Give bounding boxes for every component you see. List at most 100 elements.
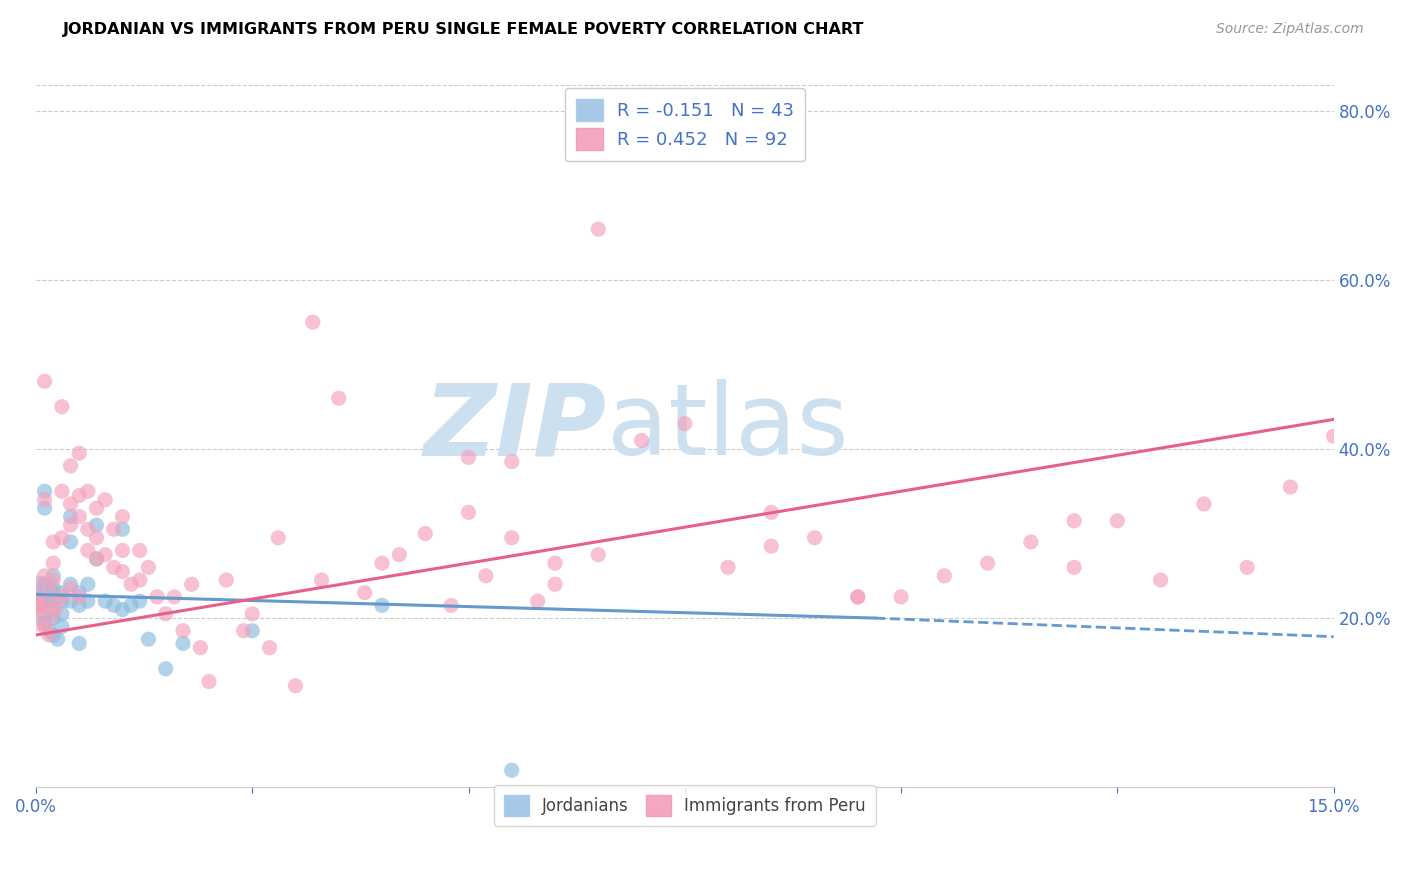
Point <box>138 632 160 647</box>
Point <box>86 518 108 533</box>
Point <box>59 577 82 591</box>
Point <box>42 573 65 587</box>
Legend: Jordanians, Immigrants from Peru: Jordanians, Immigrants from Peru <box>494 785 876 826</box>
Point <box>51 531 73 545</box>
Text: Source: ZipAtlas.com: Source: ZipAtlas.com <box>1216 22 1364 37</box>
Point <box>353 585 375 599</box>
Point <box>76 577 98 591</box>
Point <box>86 552 108 566</box>
Point <box>103 522 125 536</box>
Point <box>67 599 90 613</box>
Point <box>180 577 202 591</box>
Point <box>198 674 221 689</box>
Point <box>501 764 523 778</box>
Point <box>501 531 523 545</box>
Point <box>51 585 73 599</box>
Point <box>673 417 696 431</box>
Point <box>67 636 90 650</box>
Point <box>1323 429 1346 443</box>
Point <box>440 599 463 613</box>
Point <box>934 569 956 583</box>
Point <box>42 556 65 570</box>
Point <box>27 594 49 608</box>
Point <box>1279 480 1302 494</box>
Point <box>240 607 263 621</box>
Point <box>42 602 65 616</box>
Point <box>120 599 142 613</box>
Point <box>67 590 90 604</box>
Point <box>138 560 160 574</box>
Point <box>301 315 323 329</box>
Point <box>59 458 82 473</box>
Point <box>311 573 333 587</box>
Point <box>103 560 125 574</box>
Point <box>259 640 281 655</box>
Point <box>803 531 825 545</box>
Point <box>30 594 52 608</box>
Point <box>267 531 290 545</box>
Point <box>232 624 254 638</box>
Point <box>1192 497 1215 511</box>
Point <box>588 222 610 236</box>
Point <box>284 679 307 693</box>
Point <box>42 594 65 608</box>
Point <box>51 594 73 608</box>
Point <box>46 632 69 647</box>
Point <box>67 446 90 460</box>
Point <box>155 662 177 676</box>
Text: JORDANIAN VS IMMIGRANTS FROM PERU SINGLE FEMALE POVERTY CORRELATION CHART: JORDANIAN VS IMMIGRANTS FROM PERU SINGLE… <box>63 22 865 37</box>
Text: atlas: atlas <box>607 379 849 476</box>
Point <box>86 531 108 545</box>
Point <box>1019 535 1042 549</box>
Point <box>27 590 49 604</box>
Point <box>1236 560 1258 574</box>
Point <box>172 636 194 650</box>
Point <box>34 484 56 499</box>
Point <box>976 556 998 570</box>
Point <box>34 577 56 591</box>
Point <box>890 590 912 604</box>
Point <box>761 539 783 553</box>
Point <box>59 594 82 608</box>
Point <box>76 484 98 499</box>
Point <box>120 577 142 591</box>
Point <box>630 434 652 448</box>
Point <box>94 594 117 608</box>
Point <box>76 522 98 536</box>
Point <box>1149 573 1171 587</box>
Point <box>27 592 49 607</box>
Point <box>34 569 56 583</box>
Point <box>526 594 548 608</box>
Point <box>30 602 52 616</box>
Point <box>111 602 134 616</box>
Point <box>1107 514 1129 528</box>
Point <box>94 548 117 562</box>
Point <box>67 509 90 524</box>
Point <box>51 619 73 633</box>
Point <box>146 590 169 604</box>
Point <box>38 624 60 638</box>
Point <box>42 569 65 583</box>
Point <box>34 619 56 633</box>
Point <box>475 569 498 583</box>
Point <box>1063 560 1085 574</box>
Point <box>76 594 98 608</box>
Point <box>94 492 117 507</box>
Point <box>215 573 238 587</box>
Point <box>59 518 82 533</box>
Point <box>51 484 73 499</box>
Point <box>371 599 394 613</box>
Point <box>128 543 150 558</box>
Point <box>846 590 869 604</box>
Point <box>30 599 52 613</box>
Point <box>371 556 394 570</box>
Point <box>38 628 60 642</box>
Point <box>128 573 150 587</box>
Point <box>51 590 73 604</box>
Point <box>42 582 65 596</box>
Point <box>188 640 211 655</box>
Point <box>761 505 783 519</box>
Point <box>1063 514 1085 528</box>
Text: ZIP: ZIP <box>425 379 607 476</box>
Point <box>25 599 48 613</box>
